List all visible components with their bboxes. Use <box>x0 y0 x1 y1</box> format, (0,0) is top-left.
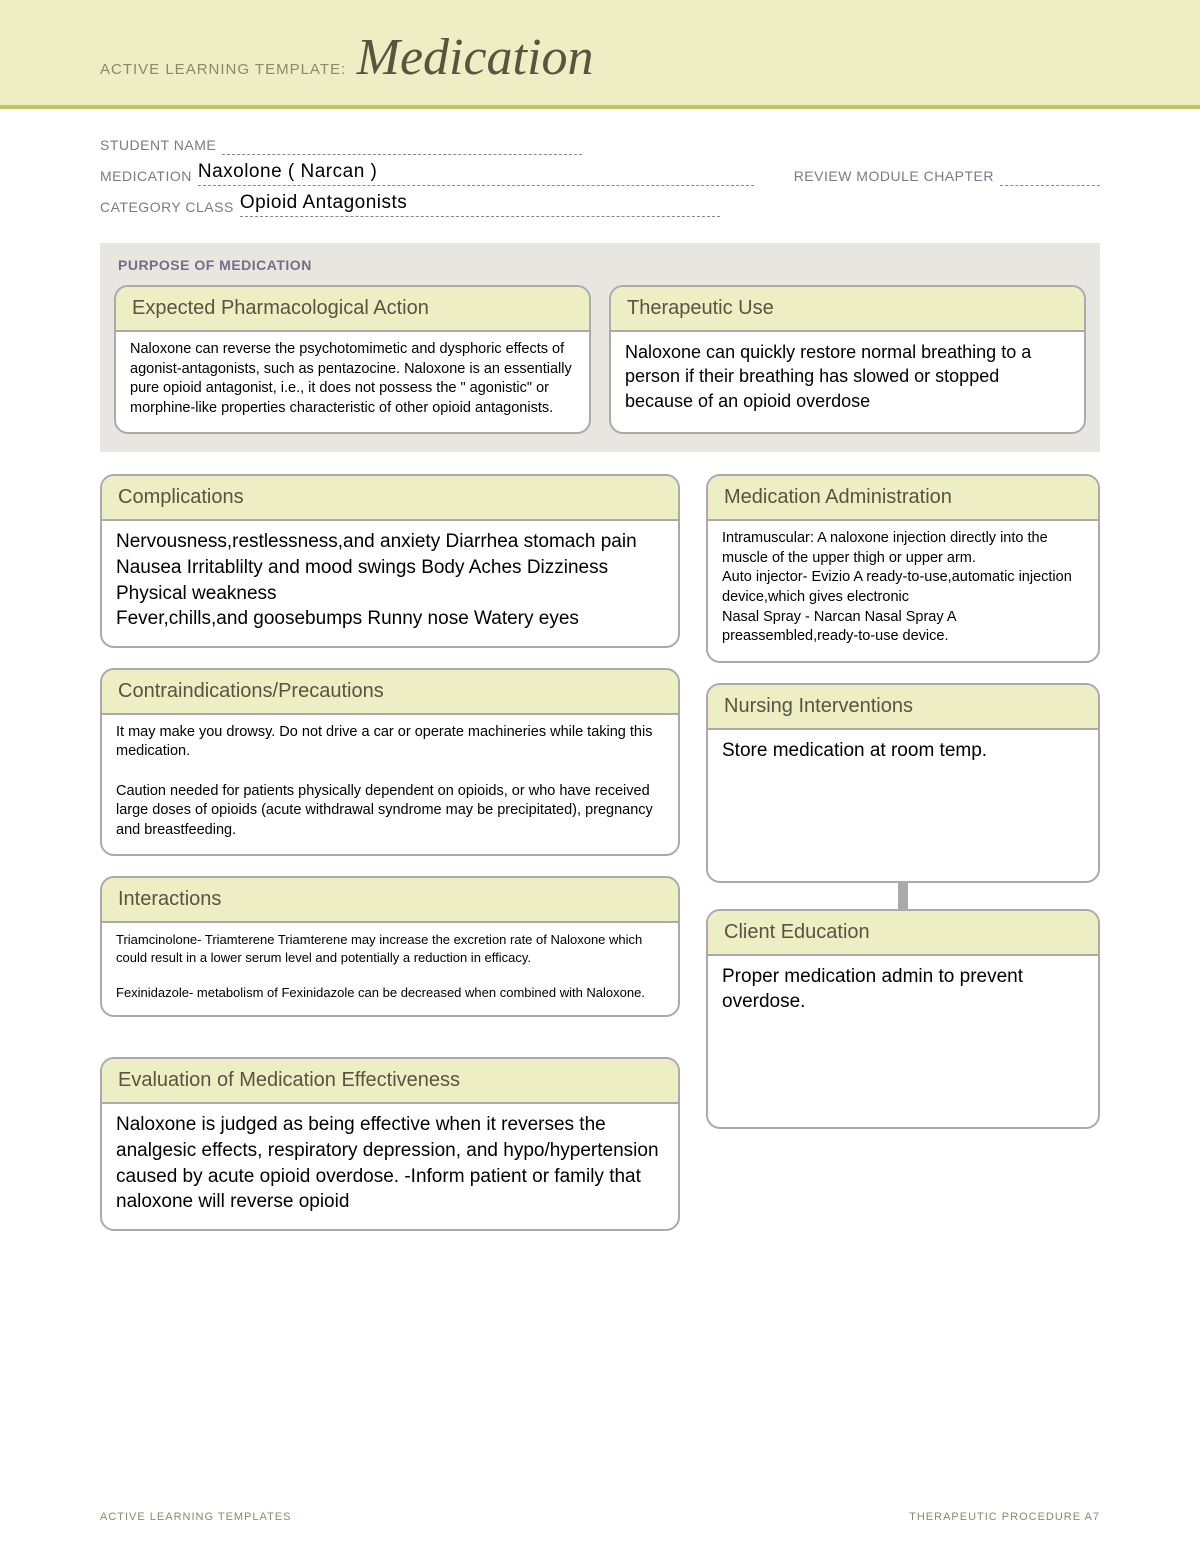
student-name-value[interactable] <box>222 133 582 155</box>
footer-right: THERAPEUTIC PROCEDURE A7 <box>909 1511 1100 1523</box>
purpose-two-col: Expected Pharmacological Action Naloxone… <box>114 285 1086 434</box>
category-label: CATEGORY CLASS <box>100 199 234 217</box>
purpose-heading: PURPOSE OF MEDICATION <box>118 257 1086 273</box>
left-column: Complications Nervousness,restlessness,a… <box>100 474 680 1251</box>
category-row: CATEGORY CLASS Opioid Antagonists <box>100 192 1100 217</box>
banner-title: Medication <box>357 28 594 87</box>
complications-title: Complications <box>102 476 678 521</box>
contraindications-title: Contraindications/Precautions <box>102 670 678 715</box>
medication-label: MEDICATION <box>100 168 192 186</box>
review-value[interactable] <box>1000 164 1100 186</box>
administration-body: Intramuscular: A naloxone injection dire… <box>708 521 1098 660</box>
purpose-section: PURPOSE OF MEDICATION Expected Pharmacol… <box>100 243 1100 452</box>
medication-row: MEDICATION Naxolone ( Narcan ) REVIEW MO… <box>100 161 1100 186</box>
expected-card: Expected Pharmacological Action Naloxone… <box>114 285 591 434</box>
client-ed-body: Proper medication admin to prevent overd… <box>708 956 1098 1029</box>
nursing-title: Nursing Interventions <box>708 685 1098 730</box>
expected-body: Naloxone can reverse the psychotomimetic… <box>116 332 589 432</box>
therapeutic-card: Therapeutic Use Naloxone can quickly res… <box>609 285 1086 434</box>
student-name-label: STUDENT NAME <box>100 137 216 155</box>
right-column: Medication Administration Intramuscular:… <box>706 474 1100 1251</box>
contraindications-body: It may make you drowsy. Do not drive a c… <box>102 715 678 854</box>
interactions-card: Interactions Triamcinolone- Triamterene … <box>100 876 680 1017</box>
complications-body: Nervousness,restlessness,and anxiety Dia… <box>102 521 678 646</box>
form-area: STUDENT NAME MEDICATION Naxolone ( Narca… <box>0 109 1200 233</box>
connector <box>898 883 908 909</box>
page: ACTIVE LEARNING TEMPLATE: Medication STU… <box>0 0 1200 1553</box>
administration-title: Medication Administration <box>708 476 1098 521</box>
banner: ACTIVE LEARNING TEMPLATE: Medication <box>0 0 1200 109</box>
expected-title: Expected Pharmacological Action <box>116 287 589 332</box>
review-group: REVIEW MODULE CHAPTER <box>794 164 1100 186</box>
interactions-body: Triamcinolone- Triamterene Triamterene m… <box>102 923 678 1015</box>
interactions-title: Interactions <box>102 878 678 923</box>
medication-value[interactable]: Naxolone ( Narcan ) <box>198 161 754 186</box>
evaluation-body: Naloxone is judged as being effective wh… <box>102 1104 678 1229</box>
client-ed-title: Client Education <box>708 911 1098 956</box>
client-ed-card: Client Education Proper medication admin… <box>706 909 1100 1129</box>
footer: ACTIVE LEARNING TEMPLATES THERAPEUTIC PR… <box>100 1511 1100 1523</box>
student-name-row: STUDENT NAME <box>100 133 1100 155</box>
content-area: Complications Nervousness,restlessness,a… <box>100 474 1100 1251</box>
category-value[interactable]: Opioid Antagonists <box>240 192 720 217</box>
evaluation-title: Evaluation of Medication Effectiveness <box>102 1059 678 1104</box>
therapeutic-body: Naloxone can quickly restore normal brea… <box>611 332 1084 427</box>
review-label: REVIEW MODULE CHAPTER <box>794 168 994 186</box>
administration-card: Medication Administration Intramuscular:… <box>706 474 1100 662</box>
contraindications-card: Contraindications/Precautions It may mak… <box>100 668 680 856</box>
therapeutic-title: Therapeutic Use <box>611 287 1084 332</box>
evaluation-card: Evaluation of Medication Effectiveness N… <box>100 1057 680 1231</box>
footer-left: ACTIVE LEARNING TEMPLATES <box>100 1511 291 1523</box>
nursing-body: Store medication at room temp. <box>708 730 1098 778</box>
complications-card: Complications Nervousness,restlessness,a… <box>100 474 680 648</box>
banner-prefix: ACTIVE LEARNING TEMPLATE: <box>100 61 346 78</box>
nursing-card: Nursing Interventions Store medication a… <box>706 683 1100 883</box>
